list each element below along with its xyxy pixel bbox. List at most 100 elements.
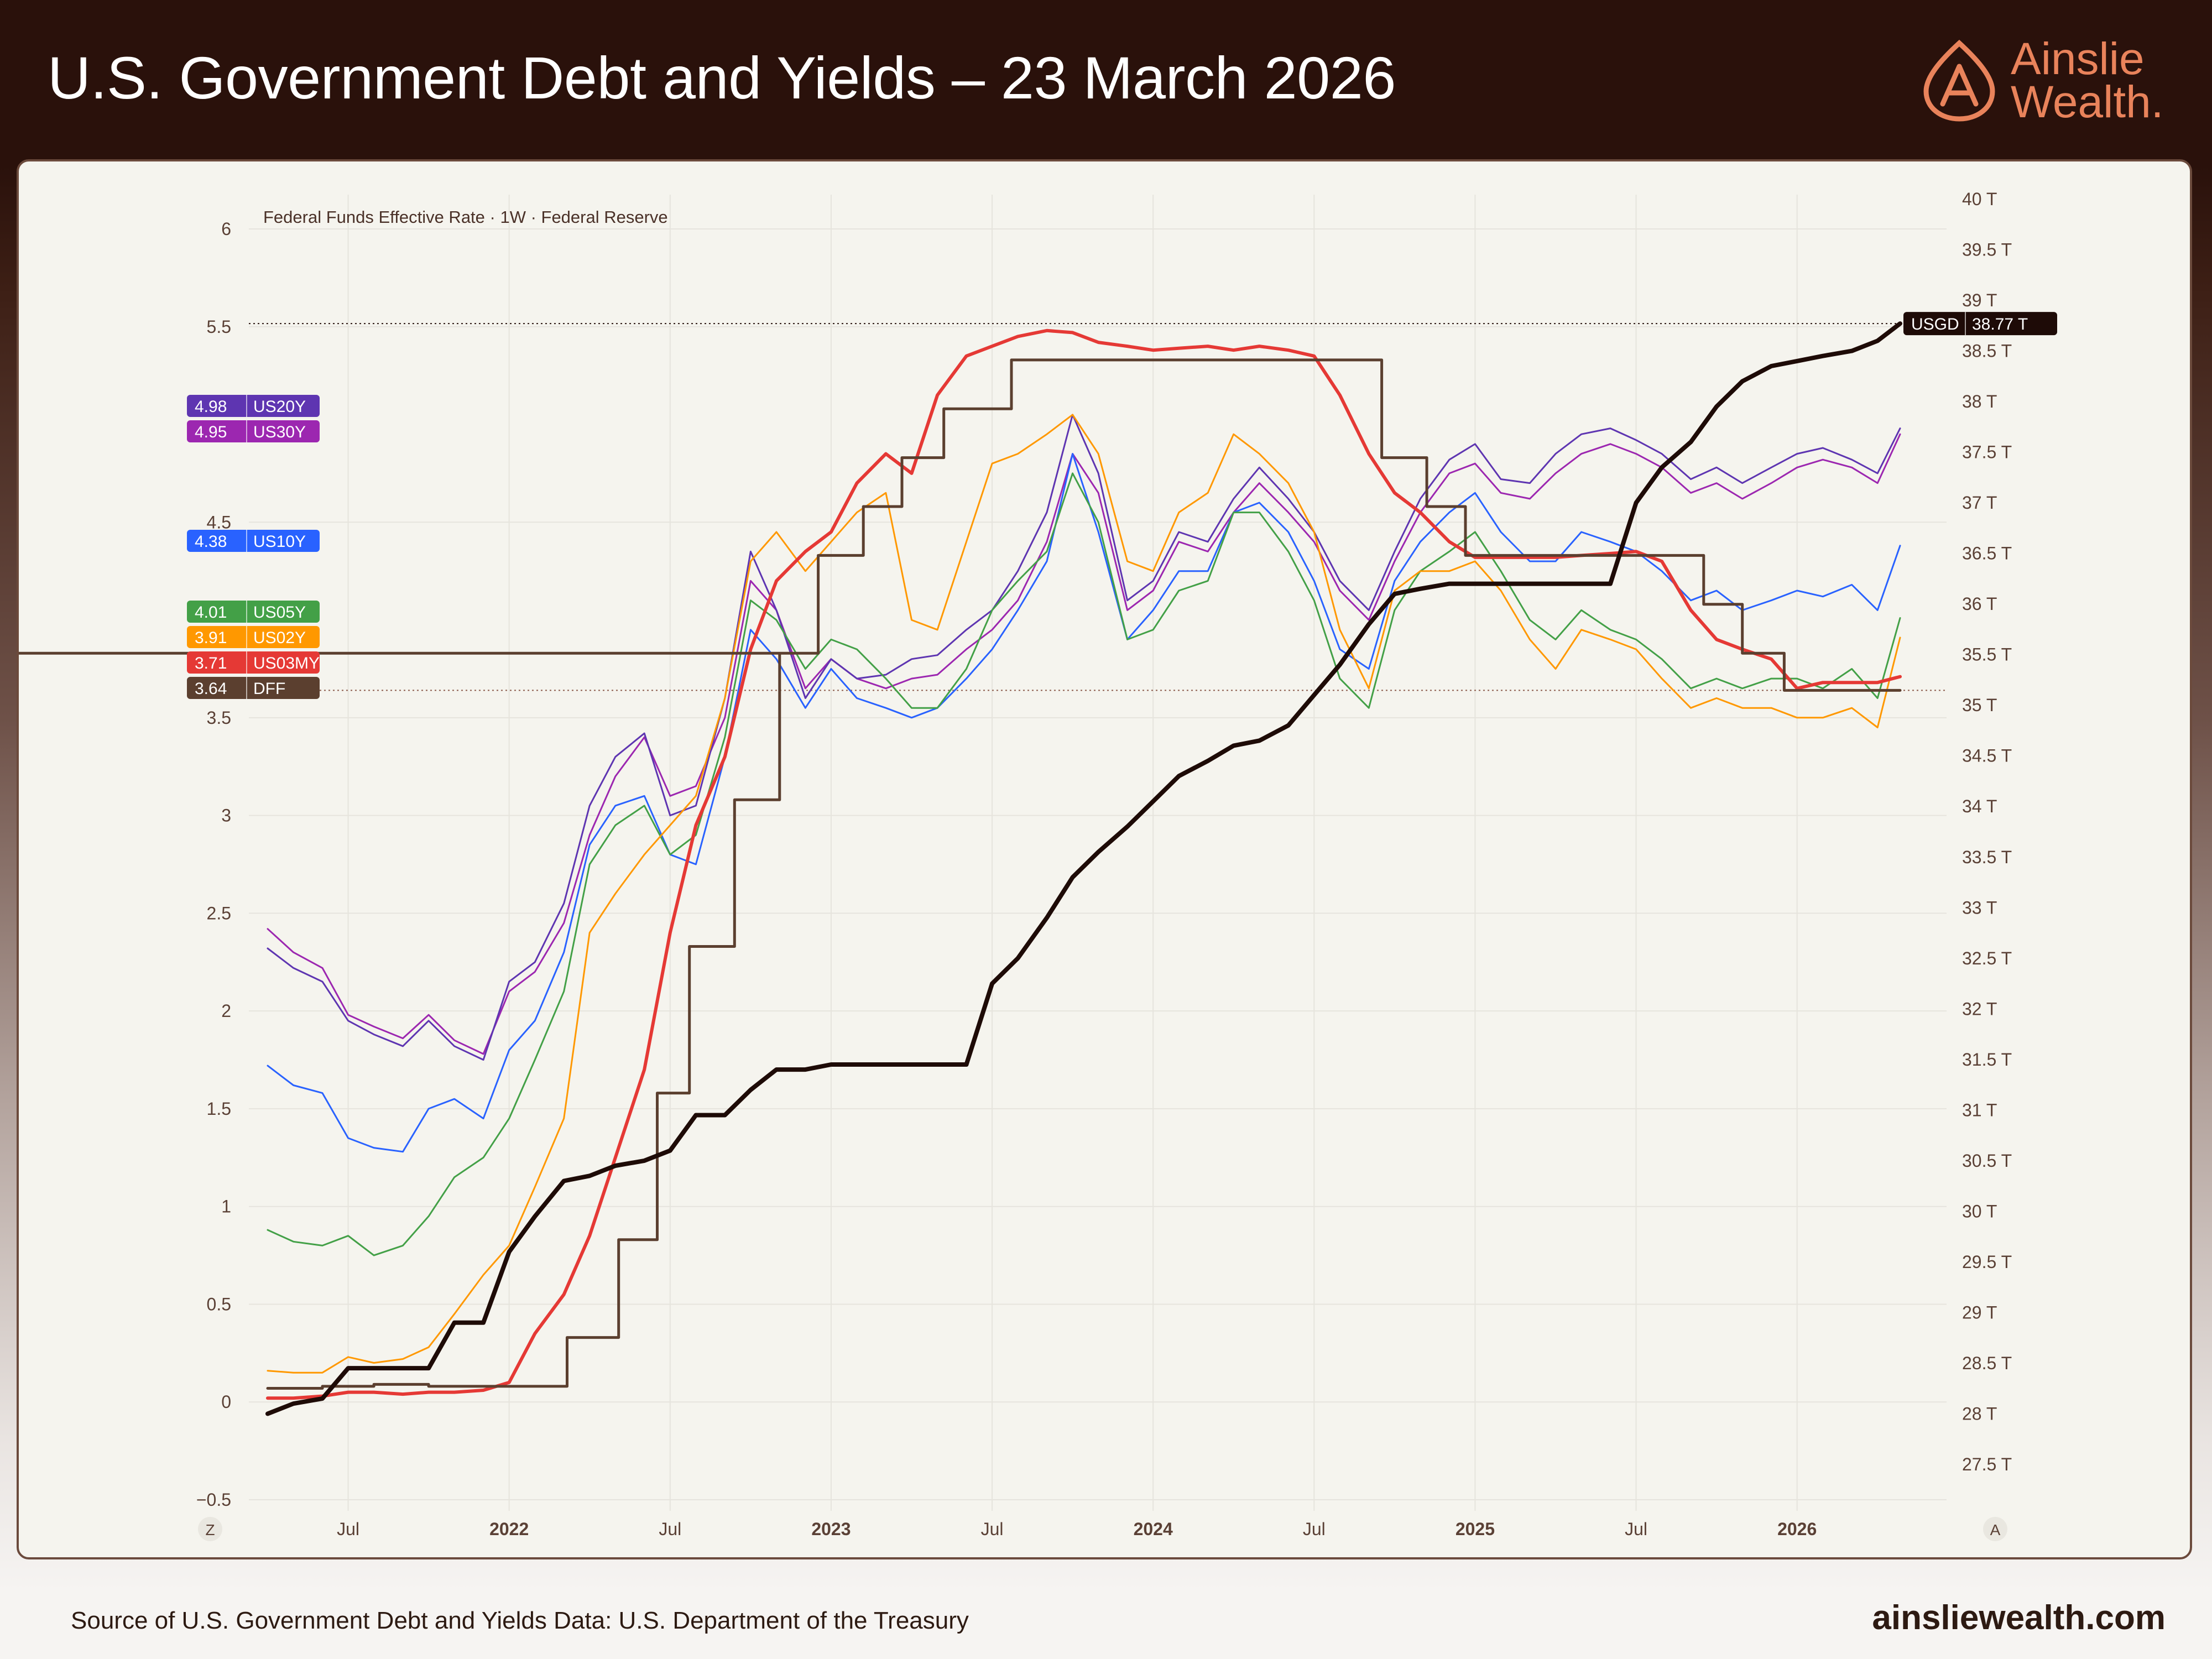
series-line-usgd[interactable] [265,321,1902,1416]
x-tick-label: 2023 [811,1519,851,1539]
legend-badge-us10y[interactable]: 4.38 US10Y [187,530,320,552]
legend-name: US20Y [253,398,306,416]
legend-labels: 4.98 US20Y 4.95 US30Y 4.38 US10Y 4.01 US05Y 3.91… [187,312,2057,699]
right-tick-label: 40 T [1962,189,1997,209]
legend-badge-bg [187,677,320,699]
logo-dot: . [2151,77,2164,127]
right-tick-label: 32.5 T [1962,948,2012,968]
chart-panel[interactable]: 6 5.5 4.5 3.5 3 2.5 2 1.5 1 0.5 0 −0.5 Jul 2022 Jul 202… [17,159,2192,1559]
corner-label-right[interactable]: A [1990,1521,2001,1538]
logo-word-wealth-text: Wealth [2011,77,2151,127]
corner-badge-right [1983,1517,2007,1541]
series-line-us10y[interactable] [267,453,1901,1153]
right-tick-label: 31.5 T [1962,1050,2012,1070]
series-line-us03my[interactable] [266,328,1902,1400]
brand-logo: Ainslie Wealth. [1918,36,2172,131]
series-lines [19,321,1902,1416]
x-tick-label: Jul [337,1519,359,1539]
right-tick-label: 39 T [1962,290,1997,310]
legend-value: 4.95 [195,423,227,441]
legend-badge-us30y[interactable]: 4.95 US30Y [187,420,320,442]
legend-badge-bg [187,420,320,442]
legend-badge-us05y[interactable]: 4.01 US05Y [187,601,320,623]
right-tick-label: 37 T [1962,493,1997,513]
left-tick-label: 2.5 [207,903,231,923]
right-tick-label: 37.5 T [1962,442,2012,462]
line-chart[interactable]: 6 5.5 4.5 3.5 3 2.5 2 1.5 1 0.5 0 −0.5 Jul 2022 Jul 202… [19,161,2190,1557]
left-tick-label: 5.5 [207,317,231,337]
logo-word-ainslie: Ainslie [2011,34,2145,84]
footer-site-link[interactable]: ainsliewealth.com [1872,1599,2166,1637]
x-tick-label: Jul [1625,1519,1647,1539]
right-tick-label: 27.5 T [1962,1454,2012,1474]
corner-label-left[interactable]: Z [205,1521,215,1538]
left-tick-label: 6 [221,219,231,239]
x-tick-label: Jul [1303,1519,1326,1539]
right-tick-label: 34.5 T [1962,746,2012,766]
legend-name: US03MY [253,654,320,672]
legend-name: US30Y [253,423,306,441]
right-tick-label: 28.5 T [1962,1353,2012,1373]
legend-name: US02Y [253,629,306,647]
usgd-badge[interactable]: USGD 38.77 T [1903,312,2057,336]
legend-value: 3.91 [195,629,227,647]
left-tick-label: −0.5 [196,1490,231,1510]
header: U.S. Government Debt and Yields – 23 Mar… [0,0,2212,160]
footer-source: Source of U.S. Government Debt and Yield… [71,1607,969,1634]
axes: 6 5.5 4.5 3.5 3 2.5 2 1.5 1 0.5 0 −0.5 Jul 2022 Jul 202… [196,189,2012,1541]
legend-value: 4.01 [195,603,227,622]
x-tick-label: 2022 [489,1519,529,1539]
series-line-us05y[interactable] [267,472,1901,1256]
series-line-us20y[interactable] [267,414,1901,1061]
left-tick-label: 1.5 [207,1099,231,1119]
right-tick-label: 34 T [1962,796,1997,816]
right-tick-label: 28 T [1962,1404,1997,1423]
legend-name: US05Y [253,603,306,622]
right-tick-label: 38 T [1962,392,1997,411]
series-line-us30y[interactable] [267,433,1901,1055]
legend-value: 3.64 [195,680,227,698]
ainslie-flame-icon [1923,39,1995,122]
legend-badge-us03my[interactable]: 3.71 US03MY [187,651,320,674]
page-title: U.S. Government Debt and Yields – 23 Mar… [48,44,1396,111]
legend-badge-bg [187,651,320,674]
right-tick-label: 35 T [1962,695,1997,715]
right-tick-label: 30.5 T [1962,1151,2012,1171]
logo-word-wealth: Wealth. [2011,80,2164,125]
right-tick-label: 32 T [1962,999,1997,1019]
left-tick-label: 2 [221,1001,231,1021]
left-tick-label: 1 [221,1197,231,1217]
x-tick-label: Jul [659,1519,681,1539]
x-tick-label: 2026 [1777,1519,1817,1539]
legend-badge-bg [187,626,320,648]
left-tick-label: 4.5 [207,512,231,532]
right-tick-label: 29 T [1962,1302,1997,1322]
right-tick-label: 33.5 T [1962,847,2012,867]
legend-badge-bg [187,530,320,552]
legend-badge-dff[interactable]: 3.64 DFF [187,677,320,699]
legend-name: DFF [253,680,285,698]
legend-value: 4.98 [195,398,227,416]
right-tick-label: 36 T [1962,594,1997,614]
legend-badge-bg [187,395,320,417]
usgd-badge-name: USGD [1911,315,1959,333]
x-tick-label: Jul [981,1519,1004,1539]
series-line-us02y[interactable] [267,414,1901,1374]
right-tick-label: 31 T [1962,1100,1997,1120]
legend-badge-bg [187,601,320,623]
right-tick-label: 35.5 T [1962,645,2012,665]
grid-lines [249,195,1947,1511]
right-tick-label: 38.5 T [1962,341,2012,361]
series-line-dff[interactable] [19,360,1900,1389]
left-tick-label: 3 [221,806,231,826]
legend-badge-us20y[interactable]: 4.98 US20Y [187,395,320,417]
left-tick-label: 3.5 [207,708,231,728]
legend-badge-us02y[interactable]: 3.91 US02Y [187,626,320,648]
legend-name: US10Y [253,533,306,551]
x-tick-label: 2024 [1134,1519,1173,1539]
x-tick-label: 2025 [1455,1519,1495,1539]
right-tick-label: 39.5 T [1962,240,2012,260]
chart-subtitle: Federal Funds Effective Rate · 1W · Fede… [263,207,668,227]
corner-badge-left [198,1517,222,1541]
right-tick-label: 36.5 T [1962,544,2012,564]
